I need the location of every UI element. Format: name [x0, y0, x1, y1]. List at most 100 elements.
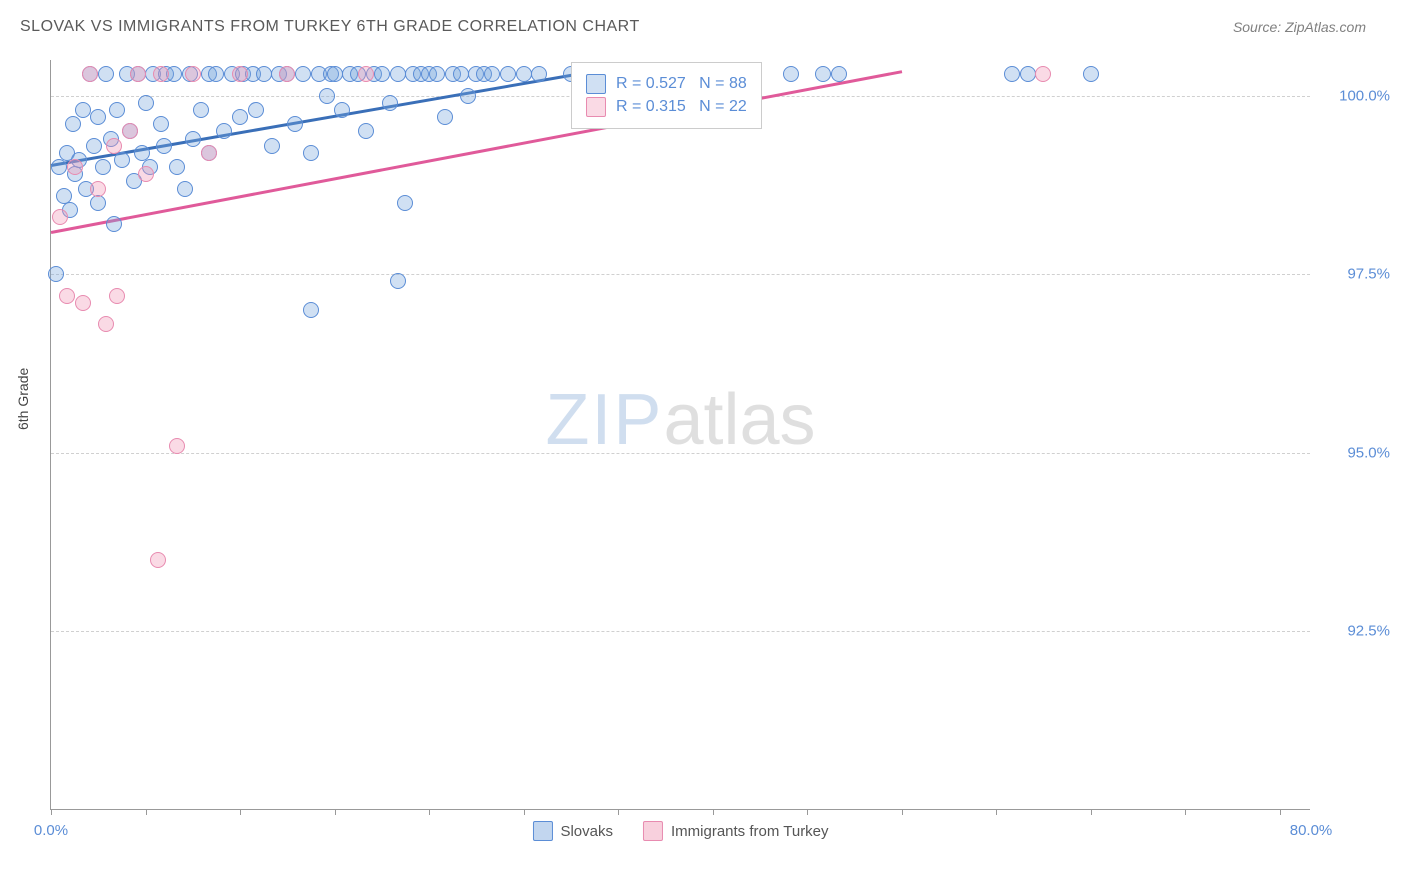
ytick-label: 92.5% [1347, 623, 1390, 640]
data-point [815, 66, 831, 82]
chart-source: Source: ZipAtlas.com [1233, 19, 1366, 35]
legend-swatch [586, 97, 606, 117]
data-point [153, 66, 169, 82]
gridline [51, 631, 1310, 632]
xtick [51, 809, 52, 815]
data-point [783, 66, 799, 82]
data-point [232, 109, 248, 125]
y-axis-label: 6th Grade [15, 368, 31, 430]
data-point [153, 116, 169, 132]
data-point [390, 273, 406, 289]
data-point [334, 102, 350, 118]
xtick [240, 809, 241, 815]
data-point [256, 66, 272, 82]
legend-row: R = 0.315 N = 22 [586, 97, 747, 117]
ytick-label: 95.0% [1347, 444, 1390, 461]
data-point [150, 552, 166, 568]
data-point [390, 66, 406, 82]
data-point [1083, 66, 1099, 82]
data-point [358, 66, 374, 82]
data-point [303, 302, 319, 318]
data-point [358, 123, 374, 139]
data-point [460, 88, 476, 104]
watermark-atlas: atlas [663, 380, 815, 460]
ytick-label: 97.5% [1347, 266, 1390, 283]
data-point [114, 152, 130, 168]
data-point [1035, 66, 1051, 82]
data-point [177, 181, 193, 197]
data-point [484, 66, 500, 82]
legend-item: Immigrants from Turkey [643, 821, 829, 841]
data-point [90, 181, 106, 197]
data-point [232, 66, 248, 82]
data-point [90, 195, 106, 211]
legend-label: Immigrants from Turkey [671, 823, 829, 840]
xtick [996, 809, 997, 815]
data-point [138, 166, 154, 182]
legend-label: Slovaks [560, 823, 613, 840]
data-point [52, 209, 68, 225]
xtick [524, 809, 525, 815]
xtick [429, 809, 430, 815]
data-point [109, 288, 125, 304]
data-point [279, 66, 295, 82]
chart-title: SLOVAK VS IMMIGRANTS FROM TURKEY 6TH GRA… [20, 18, 640, 36]
xtick [618, 809, 619, 815]
data-point [106, 138, 122, 154]
data-point [208, 66, 224, 82]
xtick [713, 809, 714, 815]
data-point [264, 138, 280, 154]
xtick [1280, 809, 1281, 815]
data-point [1004, 66, 1020, 82]
data-point [831, 66, 847, 82]
xtick [1185, 809, 1186, 815]
legend-swatch [643, 821, 663, 841]
data-point [75, 102, 91, 118]
legend-stats: R = 0.315 N = 22 [616, 98, 747, 116]
data-point [67, 159, 83, 175]
ytick-label: 100.0% [1339, 87, 1390, 104]
data-point [193, 102, 209, 118]
data-point [82, 66, 98, 82]
data-point [51, 159, 67, 175]
data-point [106, 216, 122, 232]
data-point [248, 102, 264, 118]
correlation-legend: R = 0.527 N = 88R = 0.315 N = 22 [571, 62, 762, 129]
data-point [59, 288, 75, 304]
data-point [216, 123, 232, 139]
data-point [397, 195, 413, 211]
data-point [516, 66, 532, 82]
xtick [1091, 809, 1092, 815]
data-point [156, 138, 172, 154]
watermark: ZIPatlas [545, 379, 815, 461]
data-point [48, 266, 64, 282]
xtick [902, 809, 903, 815]
watermark-zip: ZIP [545, 380, 663, 460]
data-point [327, 66, 343, 82]
xtick [335, 809, 336, 815]
data-point [122, 123, 138, 139]
data-point [98, 316, 114, 332]
data-point [295, 66, 311, 82]
data-point [169, 438, 185, 454]
data-point [95, 159, 111, 175]
legend-swatch [586, 74, 606, 94]
data-point [303, 145, 319, 161]
gridline [51, 453, 1310, 454]
gridline [51, 274, 1310, 275]
data-point [65, 116, 81, 132]
xtick [146, 809, 147, 815]
data-point [437, 109, 453, 125]
data-point [98, 66, 114, 82]
data-point [429, 66, 445, 82]
data-point [201, 145, 217, 161]
xtick [807, 809, 808, 815]
legend-item: Slovaks [532, 821, 613, 841]
data-point [138, 95, 154, 111]
data-point [1020, 66, 1036, 82]
data-point [531, 66, 547, 82]
data-point [500, 66, 516, 82]
data-point [109, 102, 125, 118]
xtick-label: 0.0% [34, 822, 68, 839]
chart-header: SLOVAK VS IMMIGRANTS FROM TURKEY 6TH GRA… [0, 0, 1406, 48]
